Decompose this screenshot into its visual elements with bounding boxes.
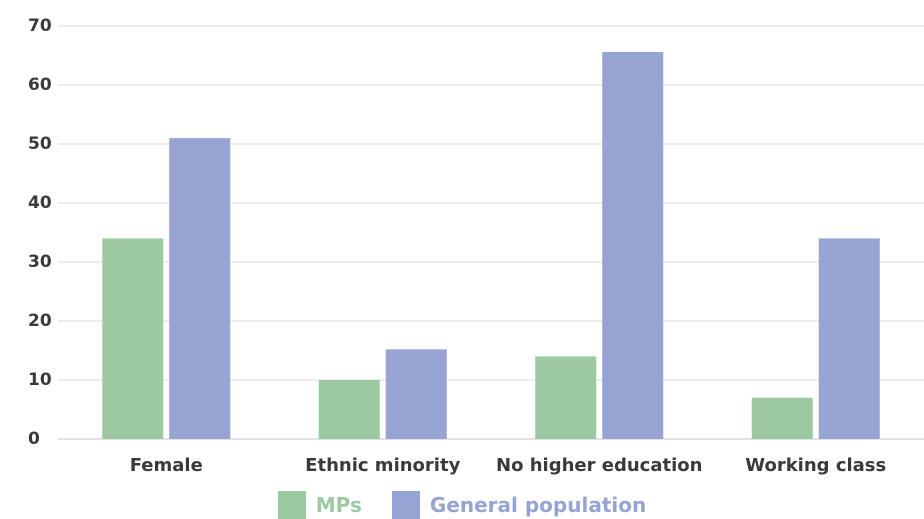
- x-axis-labels: Female Ethnic minority No higher education…: [130, 455, 887, 476]
- bar-general-population: [169, 138, 231, 439]
- legend-label-mps: MPs: [315, 492, 362, 517]
- y-axis-ticks: 0 10 20 30 40 50 60 70: [28, 16, 52, 449]
- y-tick-label: 20: [28, 311, 52, 331]
- legend-swatch-mps: [277, 490, 306, 519]
- y-tick-label: 40: [28, 193, 52, 213]
- y-tick-label: 0: [28, 429, 40, 449]
- y-tick-label: 60: [28, 75, 52, 95]
- x-category-label: Working class: [745, 455, 886, 476]
- bar-general-population: [818, 238, 880, 439]
- y-tick-label: 10: [28, 370, 52, 390]
- y-tick-label: 30: [28, 252, 52, 272]
- bars: [102, 51, 880, 440]
- legend-item-general-population[interactable]: General population: [391, 490, 647, 519]
- legend-swatch-general-population: [391, 490, 420, 519]
- y-tick-label: 50: [28, 134, 52, 154]
- x-category-label: Female: [130, 455, 203, 476]
- bar-chart: 0 10 20 30 40 50 60 70 Female Ethnic minority No …: [28, 16, 924, 476]
- bar-general-population: [602, 51, 664, 440]
- x-category-label: Ethnic minority: [305, 455, 460, 476]
- bar-mps: [318, 380, 380, 439]
- y-tick-label: 70: [28, 16, 52, 36]
- legend: MPs General population: [0, 490, 924, 519]
- bar-mps: [535, 356, 597, 439]
- bar-mps: [102, 238, 164, 439]
- x-category-label: No higher education: [496, 455, 702, 476]
- legend-label-general-population: General population: [429, 492, 647, 517]
- legend-item-mps[interactable]: MPs: [277, 490, 362, 519]
- bar-general-population: [385, 349, 447, 439]
- bar-mps: [751, 397, 813, 439]
